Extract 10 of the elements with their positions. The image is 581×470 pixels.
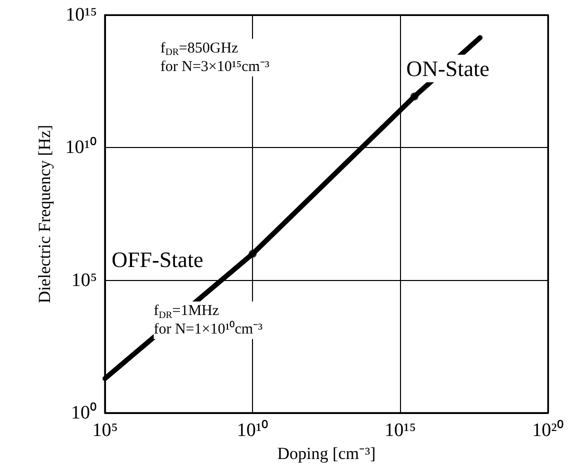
x-axis-title: Doping [cm⁻³] <box>277 444 376 463</box>
x-tick-label: 10²⁰ <box>532 419 564 441</box>
annotation: OFF-State <box>112 247 204 272</box>
x-tick-label: 10¹⁰ <box>236 419 269 441</box>
x-tick-label: 10¹⁵ <box>384 420 416 441</box>
y-tick-label: 10¹⁰ <box>65 136 97 158</box>
annotation: ON-State <box>406 56 490 82</box>
y-tick-label: 10⁵ <box>71 270 97 291</box>
y-axis-title: Dielectric Frequency [Hz] <box>35 124 54 304</box>
y-tick-label: 10¹⁵ <box>66 4 97 26</box>
